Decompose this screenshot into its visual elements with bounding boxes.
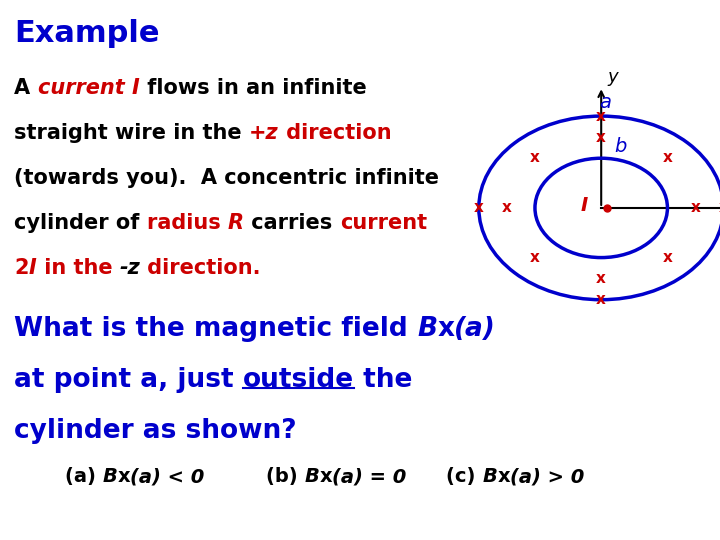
Text: (a) > 0: (a) > 0 [510,467,585,486]
Text: A: A [14,78,37,98]
Text: at point a, just: at point a, just [14,367,243,393]
Text: cylinder of: cylinder of [14,213,147,233]
Text: x: x [502,200,512,215]
Text: x: x [474,200,484,215]
Text: current: current [340,213,427,233]
Text: x: x [530,251,539,266]
Text: (a) < 0: (a) < 0 [130,467,204,486]
Text: straight wire in the: straight wire in the [14,123,249,143]
Text: B: B [482,467,498,486]
Text: (towards you).  A concentric infinite: (towards you). A concentric infinite [14,168,439,188]
Text: What is the magnetic field: What is the magnetic field [14,316,418,342]
Text: a: a [599,93,611,112]
Text: current: current [37,78,132,98]
Text: x: x [117,467,130,486]
Text: x: x [498,467,510,486]
Text: +z: +z [249,123,279,143]
Text: I: I [132,78,140,98]
Text: (a): (a) [65,467,102,486]
Text: x: x [596,271,606,286]
Text: in the: in the [37,258,120,278]
Text: (c): (c) [446,467,482,486]
Text: x: x [663,251,672,266]
Text: y: y [607,68,618,86]
Text: x: x [596,109,606,124]
Text: B: B [102,467,117,486]
Text: B: B [305,467,320,486]
Text: b: b [614,137,626,156]
Text: x: x [596,130,606,145]
Text: direction.: direction. [140,258,261,278]
Text: x: x [719,200,720,215]
Text: the: the [354,367,413,393]
Text: -z: -z [120,258,140,278]
Text: direction: direction [279,123,392,143]
Text: R: R [228,213,244,233]
Text: (a) = 0: (a) = 0 [332,467,407,486]
Text: x: x [438,316,454,342]
Text: (a): (a) [454,316,496,342]
Text: cylinder as shown?: cylinder as shown? [14,418,297,444]
Text: carries: carries [244,213,340,233]
Text: x: x [530,150,539,165]
Text: x: x [596,292,606,307]
Text: x: x [690,200,701,215]
Text: outside: outside [243,367,354,393]
Text: (b): (b) [266,467,305,486]
Text: Example: Example [14,19,160,48]
Text: x: x [320,467,332,486]
Text: flows in an infinite: flows in an infinite [140,78,366,98]
Text: B: B [418,316,438,342]
Text: 2: 2 [14,258,29,278]
Text: I: I [581,195,588,215]
Text: I: I [29,258,37,278]
Text: x: x [663,150,672,165]
Text: radius: radius [147,213,228,233]
